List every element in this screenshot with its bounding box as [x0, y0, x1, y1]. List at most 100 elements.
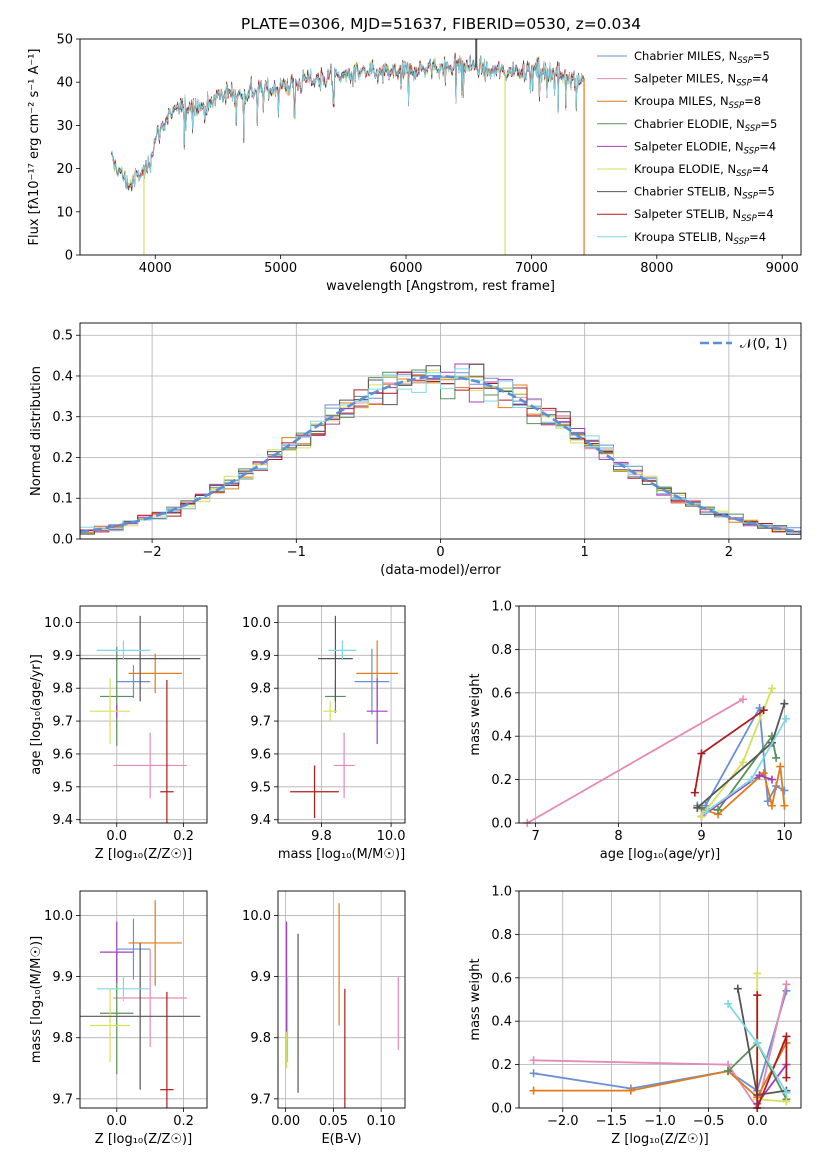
- spectrum-ytick-label: 40: [56, 76, 73, 91]
- mass-weight-vs-z-marker-salpeter-stelib: [782, 1032, 791, 1041]
- mass-vs-ebv-xlabel: E(B-V): [321, 1132, 361, 1147]
- mass-weight-vs-age-xtick-label: 9: [697, 829, 705, 844]
- mass-weight-vs-age-marker-chabrier-stelib: [780, 699, 789, 708]
- mass-weight-vs-age-marker-chabrier-elodie: [772, 753, 781, 762]
- age-vs-z-ytick-label: 9.9: [52, 649, 73, 664]
- mass-weight-vs-age-line-chabrier-miles: [697, 704, 785, 807]
- mass-vs-z-errorbar-kroupa-miles: [128, 900, 182, 986]
- age-vs-mass-errorbar-kroupa-stelib: [328, 640, 357, 661]
- legend-name: Chabrier STELIB, N: [634, 185, 742, 199]
- legend-suffix: =5: [758, 185, 775, 199]
- mass-weight-vs-age-ytick-label: 1.0: [491, 600, 512, 615]
- age-vs-mass-errorbar-chabrier-miles: [354, 648, 390, 715]
- mass-weight-vs-z-marker-chabrier-miles: [529, 1069, 538, 1078]
- spectrum-xtick-label: 4000: [139, 261, 172, 276]
- mass-weight-vs-age-marker-kroupa-miles: [767, 801, 776, 810]
- mass-weight-vs-age-marker-salpeter-stelib: [690, 788, 699, 797]
- mass-weight-vs-age-ytick-label: 0.0: [491, 817, 512, 832]
- legend-suffix: =4: [749, 230, 766, 244]
- mass-weight-vs-age-marker-kroupa-stelib: [747, 775, 756, 784]
- mass-vs-z-ytick-label: 9.9: [52, 970, 73, 985]
- spectrum-xtick-label: 7000: [515, 261, 548, 276]
- age-vs-z-ytick-label: 10.0: [44, 616, 73, 631]
- age-vs-mass-ytick-label: 9.4: [250, 813, 271, 828]
- age-vs-z-ytick-label: 9.7: [52, 715, 73, 730]
- spectrum-ytick-label: 20: [56, 162, 73, 177]
- age-vs-z-xtick-label: 0.2: [173, 829, 194, 844]
- mass-weight-vs-metallicity-plot: −2.0 −1.5 −1.0 −0.5 0.0 0.0 0.2 0.4 0.6 0.8 1.0 Z […: [468, 885, 802, 1147]
- mass-weight-vs-age-marker-kroupa-elodie: [697, 812, 706, 821]
- legend-suffix: =5: [760, 117, 777, 131]
- mass-weight-vs-z-marker-kroupa-stelib: [753, 1038, 762, 1047]
- spectrum-xlabel: wavelength [Angstrom, rest frame]: [326, 279, 555, 294]
- mass-vs-ebv-frame: [277, 890, 406, 1109]
- legend-sub: SSP: [729, 101, 745, 111]
- spectrum-ytick-label: 10: [56, 205, 73, 220]
- residuals-ytick-label: 0.0: [52, 533, 73, 548]
- legend-name: Chabrier MILES, N: [634, 49, 737, 63]
- age-vs-mass-frame: [277, 605, 406, 824]
- mass-vs-ebv-xtick-label: 0.05: [319, 1114, 348, 1129]
- age-vs-mass-ytick-label: 9.8: [250, 682, 271, 697]
- age-vs-mass-xtick-label: 9.8: [311, 829, 332, 844]
- mass-weight-vs-z-xlabel: Z [log₁₀(Z/Z☉)]: [611, 1132, 708, 1147]
- residuals-ytick-label: 0.3: [52, 410, 73, 425]
- residuals-xtick-label: 2: [725, 545, 733, 560]
- mass-weight-vs-z-xtick-label: −1.5: [596, 1114, 628, 1129]
- mass-weight-vs-z-ytick-label: 0.4: [491, 1015, 512, 1030]
- mass-weight-vs-age-marker-chabrier-miles: [755, 703, 764, 712]
- mass-vs-z-errorbar-kroupa-stelib: [96, 976, 151, 1002]
- residuals-frame: [79, 322, 802, 540]
- legend-sub: SSP: [741, 214, 757, 224]
- legend-name: Kroupa STELIB, N: [634, 230, 734, 244]
- age-vs-z-ylabel: age [log₁₀(age/yr)]: [29, 654, 44, 775]
- age-vs-mass-errorbar-salpeter-elodie: [366, 678, 388, 745]
- mass-weight-vs-z-xtick-label: −2.0: [547, 1114, 579, 1129]
- mass-weight-vs-age-xtick-label: 7: [531, 829, 539, 844]
- mass-weight-vs-age-marker-kroupa-stelib: [782, 714, 791, 723]
- spectrum-ytick-label: 50: [56, 33, 73, 48]
- legend-label-normal: 𝒩(0, 1): [740, 337, 787, 352]
- age-vs-z-ytick-label: 9.5: [52, 780, 73, 795]
- age-vs-mass-errorbar-chabrier-stelib: [318, 615, 353, 702]
- residuals-xtick-label: −1: [287, 545, 306, 560]
- residuals-ytick-label: 0.5: [52, 329, 73, 344]
- legend-sub: SSP: [736, 79, 752, 89]
- residuals-xtick-label: 1: [581, 545, 589, 560]
- spectrum-ytick-label: 0: [65, 249, 73, 264]
- legend-name: Salpeter STELIB, N: [634, 207, 741, 221]
- legend-suffix: =4: [759, 139, 776, 153]
- mass-vs-ebv-xtick-label: 0.00: [271, 1114, 300, 1129]
- mass-weight-vs-z-xtick-label: −0.5: [693, 1114, 725, 1129]
- legend-name: Kroupa MILES, N: [634, 94, 729, 108]
- mass-weight-vs-age-marker-salpeter-elodie: [767, 775, 776, 784]
- mass-weight-vs-age-marker-kroupa-miles: [759, 769, 768, 778]
- mass-vs-z-errorbar-salpeter-miles: [113, 949, 187, 1047]
- mass-weight-vs-age-ytick-label: 0.4: [491, 730, 512, 745]
- age-vs-z-errorbar-kroupa-elodie: [90, 678, 131, 745]
- age-vs-mass-errorbar-salpeter-miles: [333, 732, 355, 799]
- age-vs-z-frame: [79, 605, 208, 824]
- legend-label-salpeter-elodie: Salpeter ELODIE, NSSP=4: [634, 139, 776, 156]
- mass-vs-ebv-xtick-label: 0.10: [367, 1114, 396, 1129]
- age-vs-z-ytick-label: 9.6: [52, 747, 73, 762]
- age-vs-mass-errorbar-salpeter-stelib: [290, 765, 339, 819]
- legend-label-kroupa-elodie: Kroupa ELODIE, NSSP=4: [634, 162, 769, 179]
- mass-weight-vs-z-marker-kroupa-miles: [626, 1086, 635, 1095]
- mass-vs-z-errorbar-kroupa-elodie: [90, 988, 131, 1063]
- mass-weight-vs-z-marker-salpeter-miles: [782, 980, 791, 989]
- mass-weight-vs-age-marker-kroupa-miles: [776, 762, 785, 771]
- spectrum-xtick-label: 9000: [766, 261, 799, 276]
- mass-weight-vs-age-marker-kroupa-miles: [780, 801, 789, 810]
- residuals-ytick-label: 0.4: [52, 369, 73, 384]
- age-vs-z-xtick-label: 0.0: [106, 829, 127, 844]
- mass-weight-vs-z-marker-salpeter-stelib: [753, 991, 762, 1000]
- mass-weight-vs-z-ytick-label: 1.0: [491, 885, 512, 900]
- age-vs-z-errorbar-salpeter-miles: [113, 732, 187, 799]
- legend-suffix: =8: [744, 94, 761, 108]
- legend-suffix: =4: [752, 162, 769, 176]
- age-vs-mass-ytick-label: 9.6: [250, 747, 271, 762]
- spectrum-ylabel: Flux [fλ10⁻¹⁷ erg cm⁻² s⁻¹ A⁻¹]: [27, 49, 42, 246]
- mass-weight-vs-age-xlabel: age [log₁₀(age/yr)]: [600, 847, 721, 862]
